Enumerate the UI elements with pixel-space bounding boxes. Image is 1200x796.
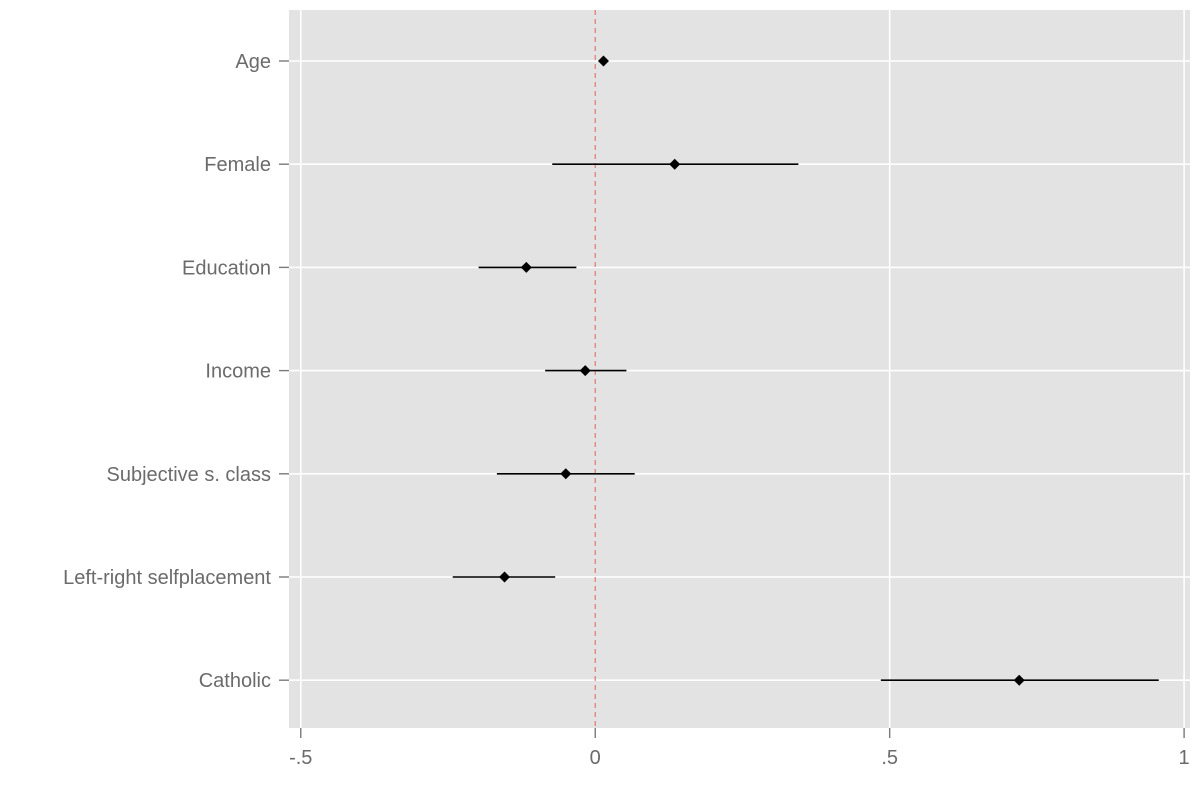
y-category-label: Income [205, 361, 271, 383]
y-axis-labels: Age Female Education Income Subjective s. cl… [63, 51, 289, 692]
point-estimate [520, 261, 532, 273]
point-estimate [499, 571, 511, 583]
x-tick-label: .5 [881, 747, 898, 769]
y-category-label: Catholic [199, 670, 271, 692]
x-tick-label: -.5 [289, 747, 312, 769]
y-category-label: Age [235, 51, 271, 73]
y-category-label: Left-right selfplacement [63, 567, 271, 589]
point-estimate [579, 365, 591, 377]
point-estimate [1013, 674, 1025, 686]
point-estimates [499, 55, 1025, 686]
y-category-label: Education [182, 257, 271, 279]
x-axis-labels: -.5 0 .5 1 [289, 728, 1190, 769]
x-tick-label: 1 [1179, 747, 1190, 769]
plot-panel [289, 10, 1190, 728]
point-estimate [669, 158, 681, 170]
point-estimate [560, 468, 572, 480]
y-category-label: Female [204, 154, 271, 176]
x-tick-label: 0 [590, 747, 601, 769]
point-estimate [597, 55, 609, 67]
y-category-label: Subjective s. class [106, 464, 271, 486]
